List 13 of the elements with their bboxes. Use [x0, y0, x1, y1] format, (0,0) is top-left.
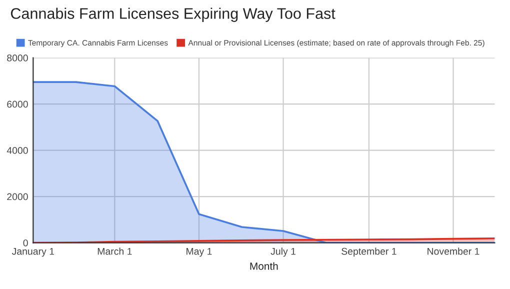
- x-axis-title: Month: [250, 262, 278, 270]
- x-tick-label: November 1: [428, 248, 480, 255]
- x-tick-label: March 1: [98, 248, 132, 255]
- x-tick-label: July 1: [270, 248, 296, 257]
- y-tick-label: 8000: [7, 54, 28, 62]
- y-tick-label: 0: [23, 239, 28, 246]
- y-tick-label: 4000: [6, 147, 28, 154]
- y-tick-label: 6000: [7, 100, 28, 108]
- chart-title: Cannabis Farm Licenses Expiring Way Too Fast: [10, 8, 336, 22]
- x-tick-label: September 1: [342, 248, 396, 257]
- x-tick-label: May 1: [186, 248, 212, 257]
- y-tick-label: 2000: [7, 193, 28, 200]
- x-tick-label: January 1: [12, 248, 54, 257]
